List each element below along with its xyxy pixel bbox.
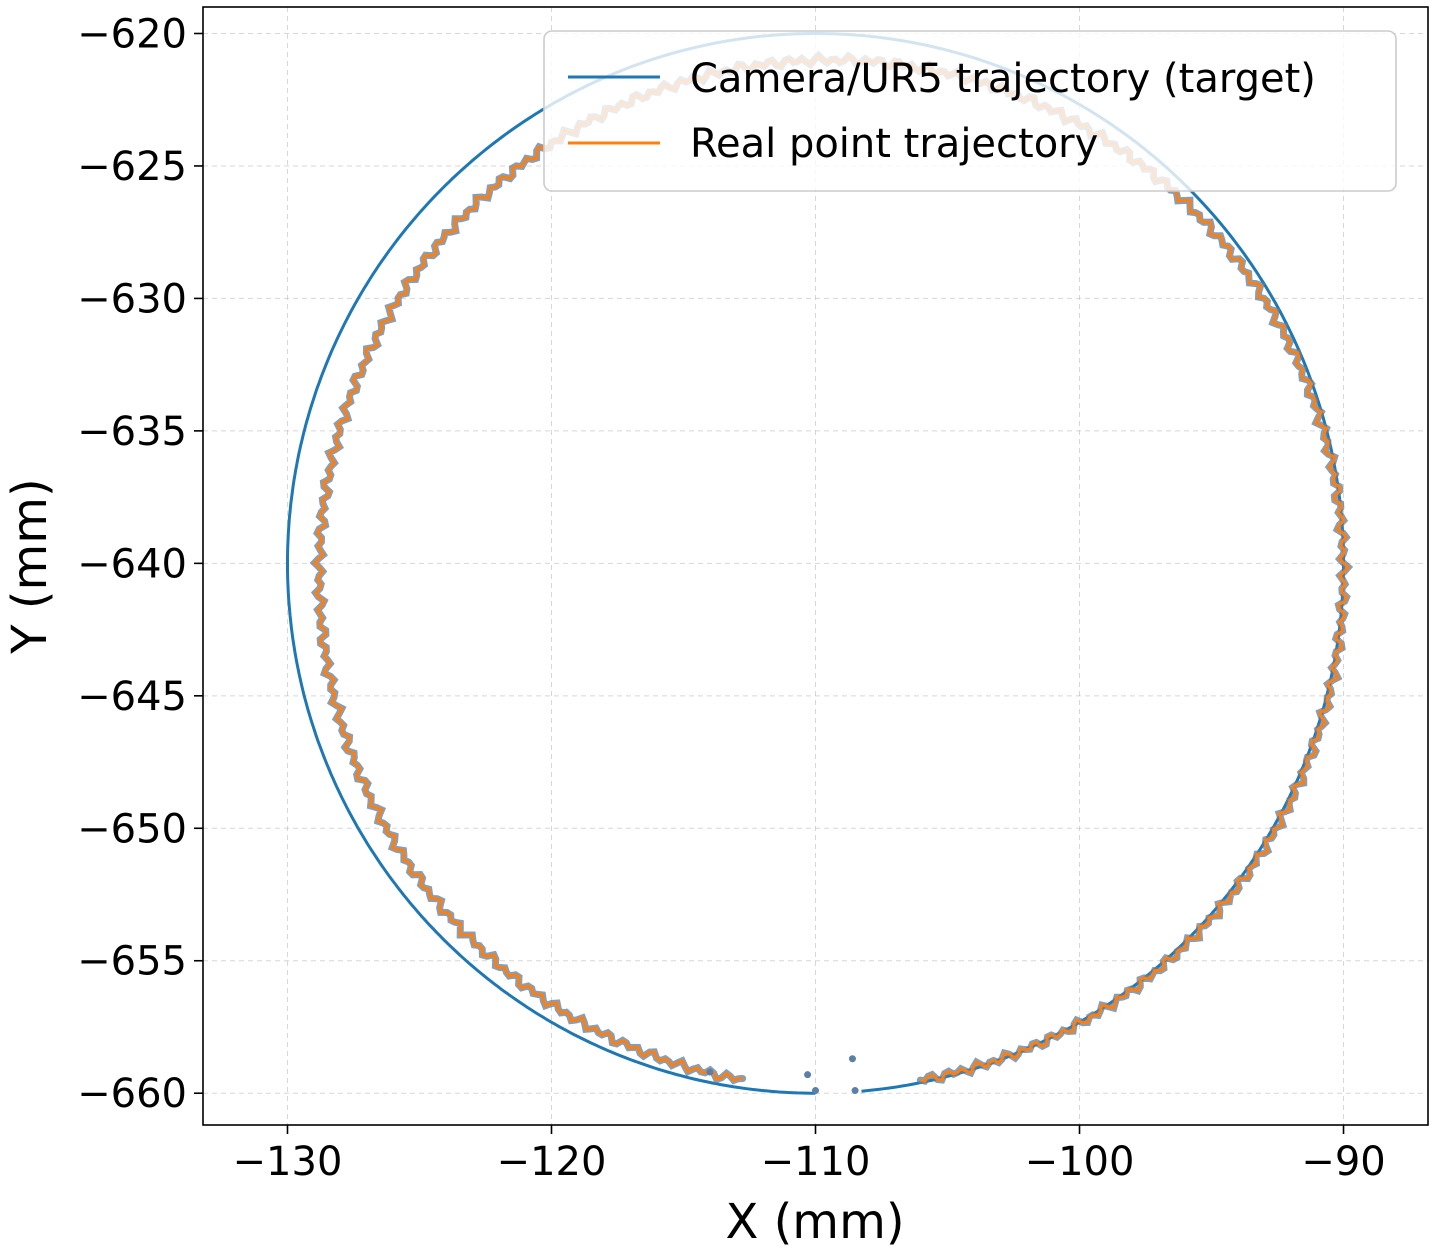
y-tick-label: −630 — [77, 276, 187, 322]
y-tick-label: −645 — [77, 674, 187, 720]
gap-point — [848, 1055, 856, 1063]
y-tick-label: −660 — [77, 1071, 187, 1117]
gap-point — [706, 1068, 714, 1076]
x-tick-label: −130 — [233, 1139, 343, 1185]
y-axis-title: Y (mm) — [2, 478, 58, 655]
ticks: −130 −120 −110 −100 −90 −620 −625 −630 −635 −640 −… — [77, 11, 1386, 1185]
legend-label-real: Real point trajectory — [690, 121, 1098, 167]
x-tick-label: −110 — [761, 1139, 871, 1185]
legend: Camera/UR5 trajectory (target) Real poin… — [543, 30, 1397, 192]
gap-point — [812, 1087, 819, 1095]
gap-point — [804, 1071, 812, 1079]
x-axis-title: X (mm) — [725, 1194, 904, 1250]
y-tick-label: −655 — [77, 939, 187, 985]
y-tick-label: −640 — [77, 541, 187, 587]
x-tick-label: −120 — [497, 1139, 607, 1185]
x-tick-label: −100 — [1025, 1139, 1135, 1185]
legend-label-target: Camera/UR5 trajectory (target) — [690, 56, 1316, 102]
y-tick-label: −650 — [77, 806, 187, 852]
y-tick-label: −635 — [77, 409, 187, 455]
gap-point — [851, 1087, 859, 1095]
x-tick-label: −90 — [1301, 1139, 1385, 1185]
y-tick-label: −620 — [77, 11, 187, 57]
legend-box — [543, 30, 1397, 192]
y-tick-label: −625 — [77, 144, 187, 190]
